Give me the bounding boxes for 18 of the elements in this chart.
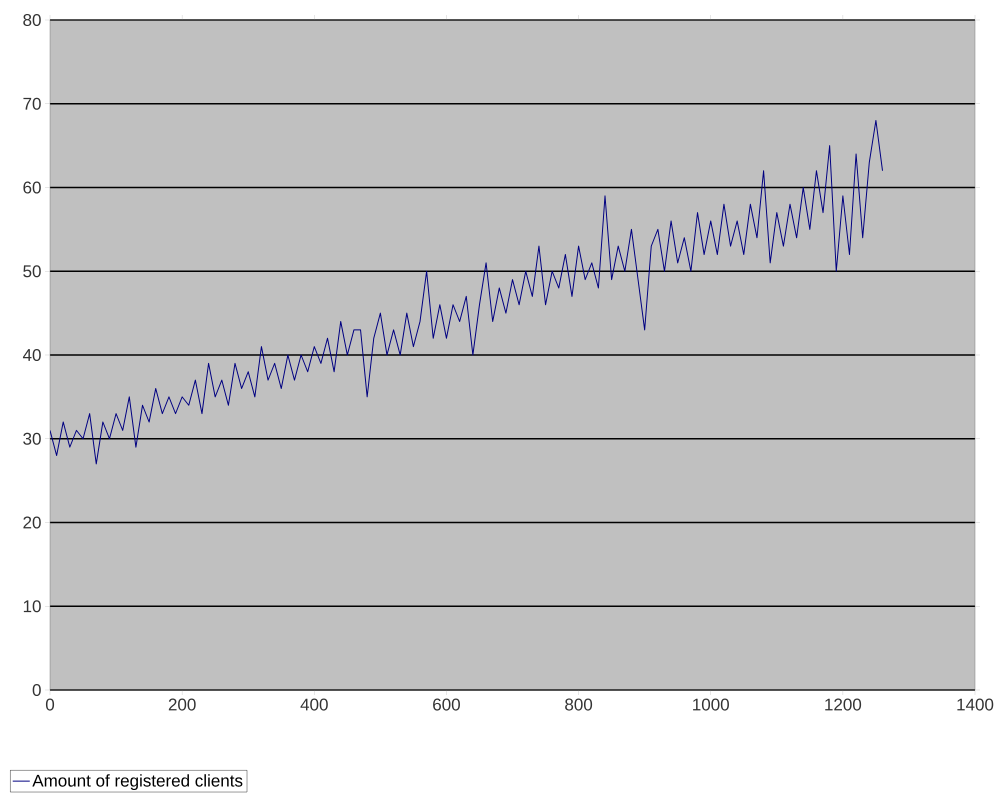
y-tick-label: 80 bbox=[23, 14, 41, 26]
y-tick-label: 50 bbox=[23, 265, 41, 278]
x-tick-label: 1400 bbox=[957, 698, 994, 711]
y-tick-label: 20 bbox=[23, 516, 41, 529]
x-tick-label: 600 bbox=[433, 698, 460, 711]
y-tick-label: 30 bbox=[23, 432, 41, 445]
y-tick-label: 0 bbox=[32, 684, 41, 696]
x-tick-label: 0 bbox=[46, 698, 54, 711]
y-tick-label: 40 bbox=[22, 348, 41, 362]
y-tick-label: 10 bbox=[24, 600, 41, 612]
y-tick-label: 70 bbox=[23, 98, 41, 110]
x-tick-label: 800 bbox=[565, 698, 592, 711]
x-tick-label: 200 bbox=[168, 698, 196, 711]
x-tick-label: 1000 bbox=[693, 698, 729, 711]
legend-label: Amount of registered clients bbox=[32, 774, 242, 790]
x-tick-label: 1200 bbox=[825, 698, 862, 711]
x-tick-label: 400 bbox=[300, 698, 328, 711]
y-tick-label: 60 bbox=[23, 181, 41, 194]
